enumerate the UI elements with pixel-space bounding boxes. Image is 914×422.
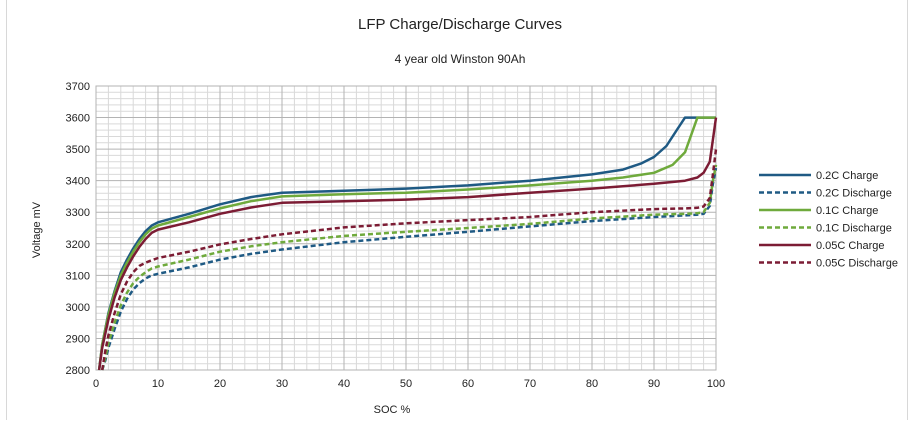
series-line-0-1c-discharge [100,164,718,371]
chart-subtitle: 4 year old Winston 90Ah [395,52,526,66]
legend-label: 0.2C Charge [816,170,878,182]
x-tick-label: 80 [586,378,598,390]
x-axis-ticks: 0 10 20 30 40 50 60 70 80 90 100 [93,378,725,390]
series-line-0-05c-charge [97,117,718,371]
x-tick-label: 100 [707,378,725,390]
chart-title: LFP Charge/Discharge Curves [358,16,562,33]
y-axis-label: Voltage mV [31,201,43,258]
legend-label: 0.1C Charge [816,205,878,217]
legend-label: 0.05C Charge [816,240,885,252]
series-line-0-2c-discharge [101,167,718,371]
y-tick-label: 3600 [66,113,90,125]
x-tick-label: 90 [648,378,660,390]
legend-label: 0.1C Discharge [816,223,892,235]
legend-label: 0.05C Discharge [816,258,898,270]
y-tick-label: 2900 [66,333,90,345]
plot-border [95,85,717,371]
x-tick-label: 70 [524,378,536,390]
y-tick-label: 3700 [66,81,90,93]
legend: 0.2C Charge 0.2C Discharge 0.1C Charge 0.1C… [759,170,898,270]
legend-label: 0.2C Discharge [816,188,892,200]
x-tick-label: 20 [214,378,226,390]
y-tick-label: 3400 [66,176,90,188]
y-tick-label: 3200 [66,239,90,251]
y-tick-label: 3100 [66,270,90,282]
x-tick-label: 0 [93,378,99,390]
x-tick-label: 60 [462,378,474,390]
y-tick-label: 3000 [66,302,90,314]
y-axis-ticks: 2800 2900 3000 3100 3200 3300 3400 3500 3600 3700 [66,81,90,377]
y-tick-label: 3500 [66,144,90,156]
series-layer [97,116,718,371]
series-line-0-1c-charge [97,116,716,371]
y-tick-label: 3300 [66,207,90,219]
x-axis-label: SOC % [374,404,411,416]
y-tick-label: 2800 [66,365,90,377]
chart-svg: LFP Charge/Discharge Curves 4 year old W… [31,16,898,416]
x-tick-label: 50 [400,378,412,390]
chart-frame: LFP Charge/Discharge Curves 4 year old W… [6,0,908,420]
x-tick-label: 40 [338,378,350,390]
series-line-0-05c-discharge [100,148,718,371]
x-tick-label: 10 [152,378,164,390]
x-tick-label: 30 [276,378,288,390]
series-line-0-2c-charge [97,116,716,371]
